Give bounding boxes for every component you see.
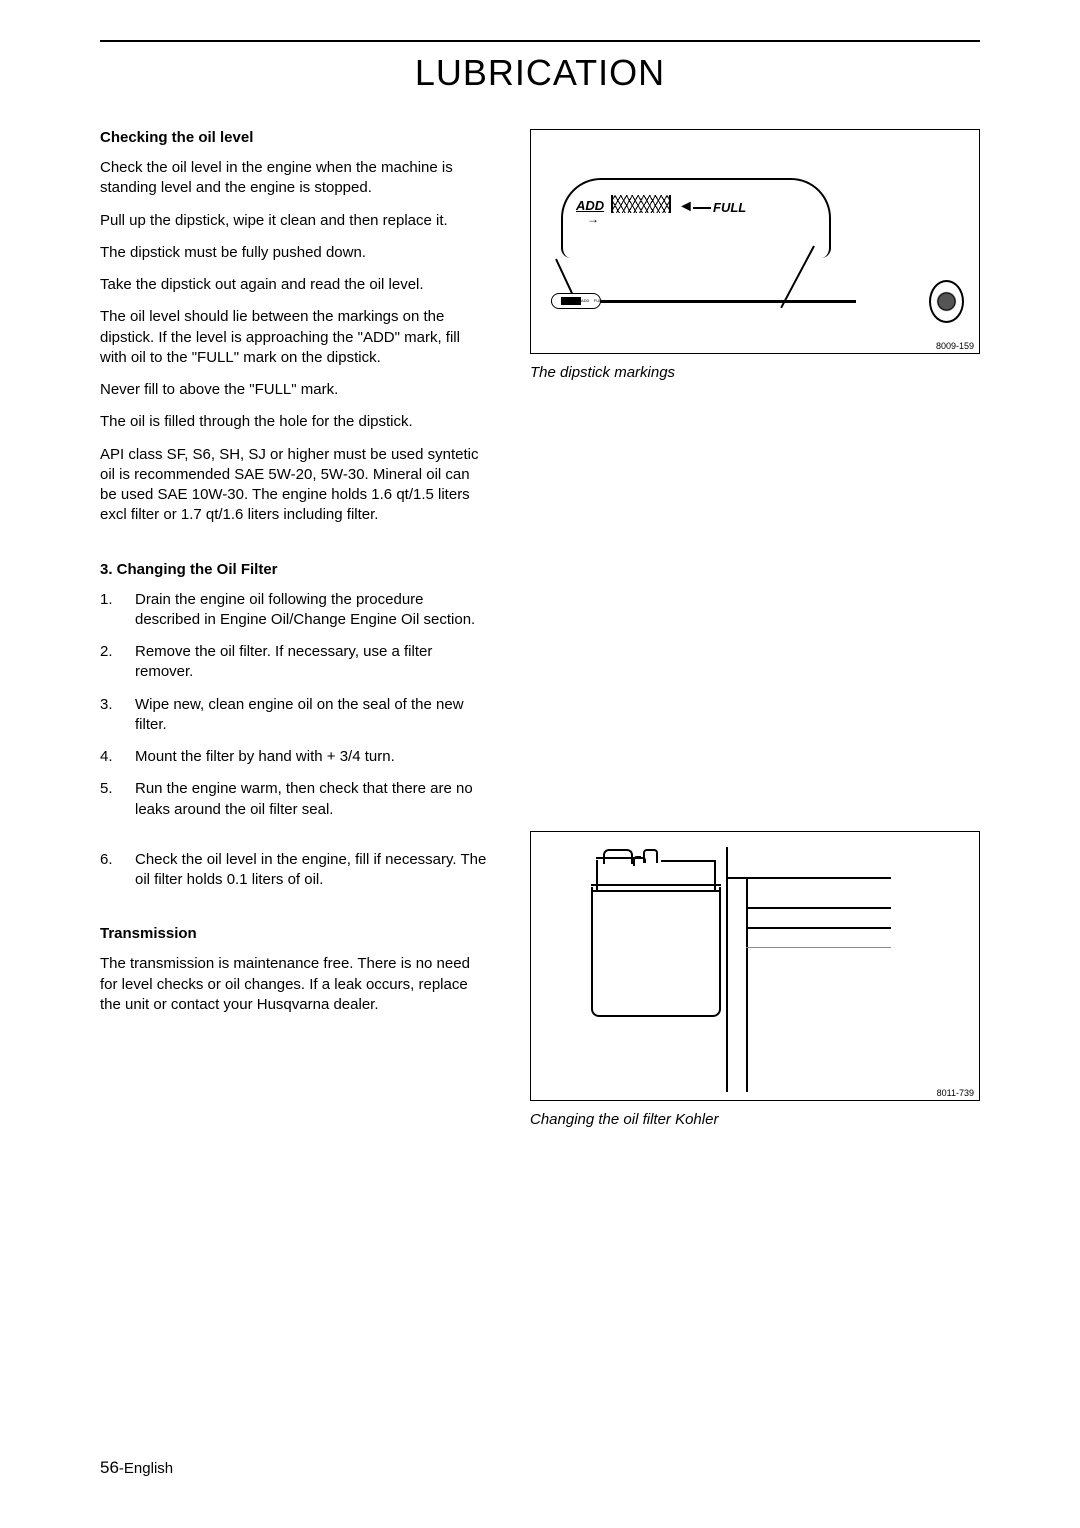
section1-p6: Never fill to above the "FULL" mark.	[100, 380, 490, 400]
mount-line-v1	[726, 847, 728, 1092]
section1-p5: The oil level should lie between the mar…	[100, 307, 490, 368]
full-arrow-line	[693, 207, 711, 209]
step-6: Check the oil level in the engine, fill …	[100, 850, 490, 891]
figure2-number: 8011-739	[937, 1088, 974, 1098]
section2-heading: 3. Changing the Oil Filter	[100, 561, 490, 578]
full-label: FULL	[713, 200, 746, 215]
filter-lid-right	[661, 860, 715, 862]
section1-p4: Take the dipstick out again and read the…	[100, 275, 490, 295]
content-columns: Checking the oil level Check the oil lev…	[100, 129, 980, 1128]
figure1-number: 8009-159	[936, 341, 974, 351]
add-arrow-icon: →	[587, 212, 599, 226]
section1-p1: Check the oil level in the engine when t…	[100, 158, 490, 199]
section1-p3: The dipstick must be fully pushed down.	[100, 243, 490, 263]
full-arrow-icon: ◄	[678, 198, 694, 216]
mount-line-v2	[746, 877, 748, 1092]
step-4: Mount the filter by hand with + 3/4 turn…	[100, 747, 490, 767]
figure2-caption: Changing the oil filter Kohler	[530, 1111, 980, 1128]
dipstick-tip-inner	[561, 297, 581, 305]
add-label: ADD	[576, 198, 604, 213]
step-5: Run the engine warm, then check that the…	[100, 779, 490, 820]
step-1: Drain the engine oil following the proce…	[100, 590, 490, 631]
filter-lid-left	[596, 857, 646, 863]
page-title: LUBRICATION	[100, 52, 980, 94]
section3-heading: Transmission	[100, 925, 490, 942]
step-2: Remove the oil filter. If necessary, use…	[100, 642, 490, 683]
filter-body	[591, 887, 721, 1017]
page-number-value: 56	[100, 1458, 119, 1477]
oil-filter-steps: Drain the engine oil following the proce…	[100, 590, 490, 891]
section1-p2: Pull up the dipstick, wipe it clean and …	[100, 211, 490, 231]
step-3: Wipe new, clean engine oil on the seal o…	[100, 695, 490, 736]
oil-filter-figure: 8011-739	[530, 831, 980, 1101]
page-top-rule	[100, 40, 980, 42]
section1-p7: The oil is filled through the hole for t…	[100, 412, 490, 432]
mount-line-h2	[746, 927, 891, 929]
figure1-caption: The dipstick markings	[530, 364, 980, 381]
section3-p1: The transmission is maintenance free. Th…	[100, 954, 490, 1015]
mount-line-top	[726, 877, 891, 879]
page-number-lang: -English	[119, 1460, 173, 1477]
dipstick-zoom-box	[561, 178, 831, 258]
mount-line-h3	[746, 947, 891, 948]
section1-p8: API class SF, S6, SH, SJ or higher must …	[100, 445, 490, 526]
dipstick-figure: ADD → ◄ FULL ADD FULL 8009-159	[530, 129, 980, 354]
right-column: ADD → ◄ FULL ADD FULL 8009-159 The dipst…	[530, 129, 980, 1128]
hatched-zone	[611, 195, 671, 213]
dipstick-tip-text: ADD FULL	[581, 298, 604, 303]
dipstick-handle	[929, 280, 964, 323]
left-column: Checking the oil level Check the oil lev…	[100, 129, 490, 1128]
section1-heading: Checking the oil level	[100, 129, 490, 146]
mount-line-h1	[746, 907, 891, 909]
page-number: 56-English	[100, 1458, 173, 1478]
